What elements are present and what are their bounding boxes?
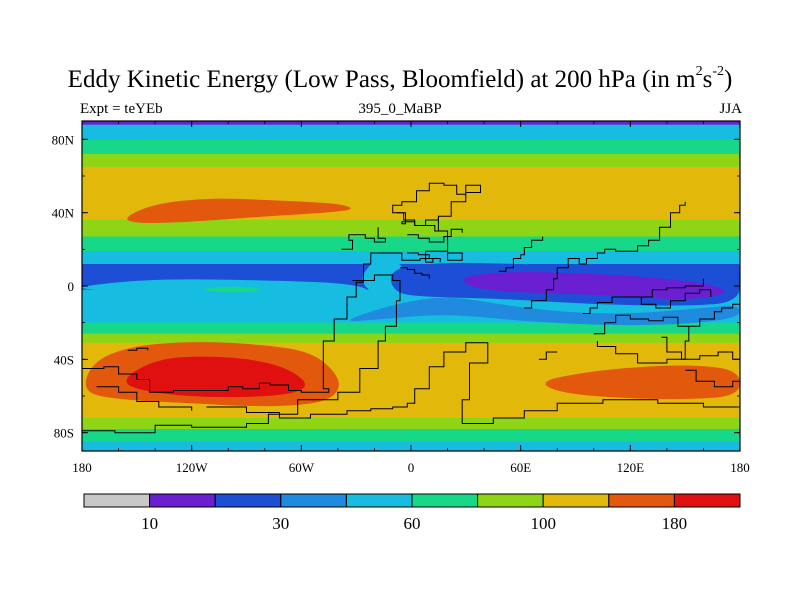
coastline-18 bbox=[400, 267, 430, 279]
colorbar-box-4 bbox=[345, 493, 413, 508]
x-tick-label: 180 bbox=[72, 460, 92, 475]
colorbar-label: 180 bbox=[662, 514, 688, 533]
coastline-1 bbox=[341, 227, 386, 250]
field-band-10 bbox=[82, 322, 740, 335]
field-band-2 bbox=[82, 139, 740, 155]
colorbar-box-3 bbox=[280, 493, 347, 508]
coastline-11 bbox=[641, 278, 704, 298]
colorbar-box-0 bbox=[83, 493, 151, 508]
heatmap-field bbox=[82, 121, 740, 451]
field-band-11 bbox=[82, 333, 740, 344]
coastline-4 bbox=[206, 342, 740, 424]
coastline-0 bbox=[82, 182, 481, 393]
x-tick-label: 60W bbox=[289, 460, 315, 475]
x-tick-label: 60E bbox=[510, 460, 531, 475]
colorbar: 10 30 60 100 180 bbox=[83, 493, 741, 533]
coastline-15 bbox=[407, 252, 441, 263]
x-tick-label: 180 bbox=[730, 460, 750, 475]
colorbar-box-7 bbox=[542, 493, 610, 508]
coastline-2 bbox=[82, 274, 401, 434]
y-tick-label: 40S bbox=[54, 352, 74, 367]
colorbar-box-5 bbox=[411, 493, 479, 508]
colorbar-box-6 bbox=[477, 493, 544, 508]
coastline-3 bbox=[96, 386, 193, 411]
x-tick-label: 120E bbox=[617, 460, 645, 475]
colorbar-box-1 bbox=[149, 493, 216, 508]
field-band-1 bbox=[82, 124, 740, 140]
coastline-17 bbox=[127, 347, 149, 351]
field-band-13 bbox=[82, 418, 740, 430]
y-tick-label: 40N bbox=[52, 206, 75, 221]
colorbar-box-9 bbox=[673, 493, 741, 508]
field-region-eq-purple-core bbox=[463, 272, 725, 300]
colorbar-box-2 bbox=[214, 493, 282, 508]
field-band-14 bbox=[82, 429, 740, 443]
y-tick-label: 80N bbox=[52, 132, 75, 147]
colorbar-box-8 bbox=[608, 493, 675, 508]
coastline-10 bbox=[688, 303, 740, 327]
colorbar-label: 10 bbox=[141, 514, 158, 533]
experiment-label: Expt = teYEb bbox=[80, 101, 163, 117]
coastline-8 bbox=[593, 314, 690, 364]
chart-title: Eddy Kinetic Energy (Low Pass, Bloomfiel… bbox=[67, 63, 733, 93]
field-region-eq-green-patch bbox=[203, 286, 261, 293]
coastline-5 bbox=[498, 236, 544, 272]
colorbar-label: 30 bbox=[272, 514, 289, 533]
season-label: JJA bbox=[719, 101, 742, 117]
coastline-12 bbox=[685, 369, 740, 388]
x-tick-label: 120W bbox=[176, 460, 209, 475]
y-tick-label: 80S bbox=[54, 426, 74, 441]
field-region-sh-jet-core bbox=[126, 356, 305, 398]
field-region-eq-light-blue bbox=[350, 297, 740, 326]
coastlines bbox=[82, 182, 740, 434]
coastline-9 bbox=[661, 336, 740, 363]
field-band-3 bbox=[82, 154, 740, 168]
coastline-6 bbox=[524, 201, 686, 309]
y-tick-label: 0 bbox=[68, 279, 75, 294]
colorbar-label: 100 bbox=[530, 514, 556, 533]
field-region-sh-east-jet bbox=[545, 365, 740, 400]
field-band-7 bbox=[82, 251, 740, 265]
coastline-7 bbox=[582, 289, 712, 314]
field-region-nh-jet-max bbox=[127, 198, 351, 224]
field-band-5 bbox=[82, 220, 740, 238]
colorbar-label: 60 bbox=[404, 514, 421, 533]
field-band-6 bbox=[82, 236, 740, 252]
coastline-16 bbox=[538, 351, 558, 360]
coastline-14 bbox=[396, 212, 439, 226]
case-label: 395_0_MaBP bbox=[358, 101, 442, 117]
coastline-13 bbox=[407, 228, 463, 243]
x-tick-label: 0 bbox=[408, 460, 415, 475]
